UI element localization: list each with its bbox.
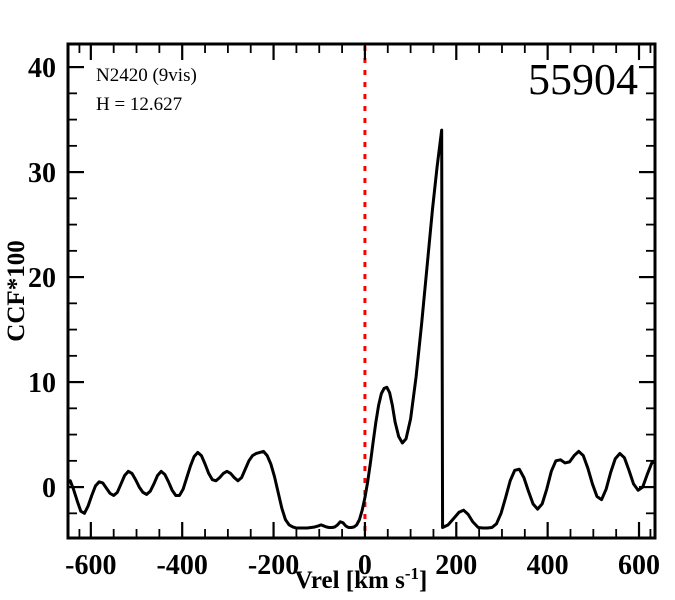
x-tick-label: 200 xyxy=(435,550,477,581)
x-axis-tick-labels: -600 -400 -200 0 200 400 600 xyxy=(65,550,660,581)
y-tick-label: 0 xyxy=(42,473,56,504)
y-tick-label: 30 xyxy=(28,158,56,189)
y-axis-tick-labels: 0 10 20 30 40 xyxy=(28,53,56,504)
annotation-target-name: N2420 (9vis) xyxy=(96,65,197,86)
y-tick-label: 40 xyxy=(28,53,56,84)
y-axis-title: CCF*100 xyxy=(3,240,30,341)
x-axis-ticks xyxy=(78,44,652,538)
x-tick-label: 400 xyxy=(527,550,569,581)
x-tick-label: 600 xyxy=(618,550,660,581)
ccf-data-curve xyxy=(68,128,657,530)
x-axis-title: Vrel [km s-1] xyxy=(295,564,428,595)
plot-frame xyxy=(66,42,657,540)
y-axis-ticks xyxy=(68,65,655,515)
observation-id-label: 55904 xyxy=(528,55,638,104)
y-tick-label: 10 xyxy=(28,368,56,399)
y-tick-label: 20 xyxy=(28,263,56,294)
x-tick-label: -600 xyxy=(65,550,116,581)
x-tick-label: 0 xyxy=(358,550,372,581)
x-tick-label: -400 xyxy=(157,550,208,581)
annotation-h-magnitude: H = 12.627 xyxy=(96,94,182,115)
x-tick-label: -200 xyxy=(248,550,299,581)
